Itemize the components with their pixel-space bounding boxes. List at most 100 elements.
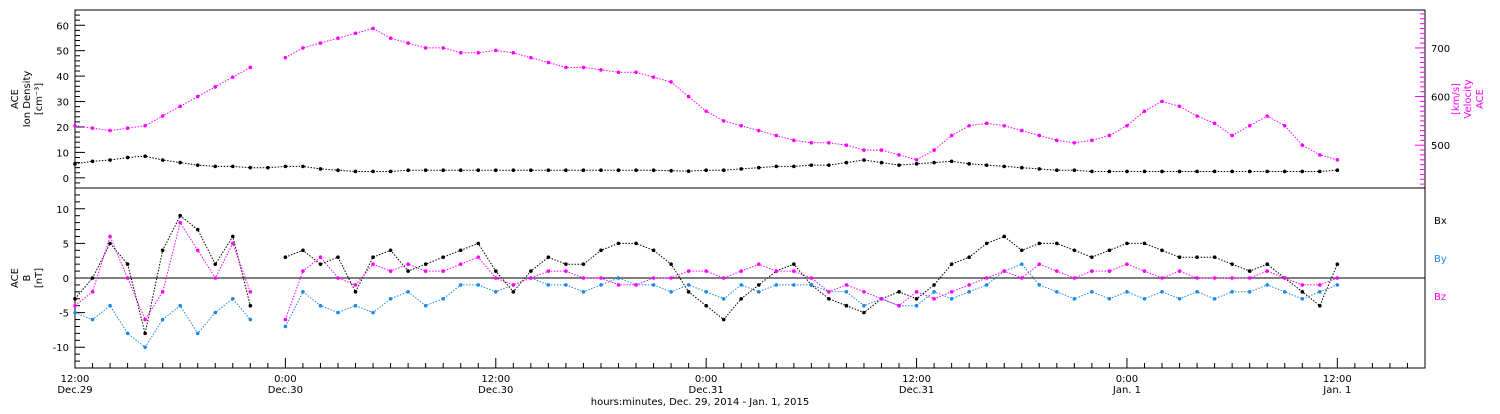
imf-point [423, 269, 428, 273]
imf-point [353, 283, 358, 287]
velocity-series-0 [73, 26, 1340, 162]
density-point [493, 168, 498, 172]
bottom-ylabel-line2: B [22, 274, 33, 281]
imf-point [1160, 290, 1164, 294]
density-point [862, 158, 866, 162]
imf-series-1 [73, 262, 1340, 350]
density-point [1107, 169, 1112, 174]
velocity-point [967, 123, 971, 128]
imf-point [1177, 255, 1182, 260]
imf-point [949, 296, 954, 301]
imf-point [1142, 296, 1147, 301]
legend-bz: Bz [1434, 292, 1446, 303]
imf-point [1107, 269, 1112, 273]
imf-point [301, 290, 305, 294]
density-point [844, 160, 849, 165]
imf-point [651, 283, 656, 287]
velocity-point [406, 41, 410, 45]
density-point [1335, 168, 1340, 172]
x-axis-label: hours:minutes, Dec. 29, 2014 - Jan. 1, 2… [591, 397, 809, 408]
density-point [739, 167, 744, 171]
imf-point [739, 283, 744, 287]
x-axis: 12:00Dec.290:00Dec.3012:00Dec.300:00Dec.… [57, 358, 1426, 396]
top-left-tick-label: 20 [56, 123, 69, 134]
velocity-point [423, 46, 428, 50]
density-point [248, 165, 253, 170]
imf-point [984, 276, 989, 280]
velocity-point [634, 70, 638, 75]
imf-point [248, 317, 253, 322]
density-point [616, 168, 621, 172]
top-right-ylabel-line2: Velocity [1463, 79, 1474, 118]
imf-point [1230, 262, 1234, 266]
x-tick-date-label: Dec.29 [57, 385, 92, 396]
x-tick-time-label: 12:00 [61, 374, 90, 385]
velocity-point [984, 121, 989, 126]
imf-point [1195, 290, 1199, 294]
density-point [1230, 169, 1234, 174]
legend-bx: Bx [1434, 216, 1447, 227]
imf-point [143, 331, 147, 336]
density-point [1247, 169, 1252, 174]
top-right-tick-label: 700 [1431, 44, 1450, 55]
imf-series-line [284, 256, 1338, 320]
density-point [143, 154, 147, 159]
density-point [476, 168, 481, 172]
top-left-axis: 0 10 20 30 40 50 60 [56, 9, 85, 185]
top-left-ylabel-line1: ACE [10, 89, 21, 109]
density-point [90, 159, 95, 164]
imf-point [599, 283, 603, 287]
top-right-ylabel-line3: [km/s] [1451, 83, 1462, 115]
density-point [511, 168, 516, 172]
bottom-panel: -10 -5 0 5 10 ACE B [nT] Bx By Bz [10, 187, 1447, 369]
top-right-axis: 500 600 700 [1415, 13, 1450, 185]
bottom-tick-label: 5 [63, 239, 69, 250]
velocity-series-line [285, 27, 1338, 161]
legend: Bx By Bz [1434, 216, 1447, 303]
velocity-point [1072, 140, 1077, 145]
velocity-point [90, 126, 95, 130]
x-tick-time-label: 0:00 [274, 374, 296, 385]
density-point [160, 158, 165, 162]
velocity-point [1055, 138, 1059, 143]
density-point [897, 163, 901, 167]
imf-point [809, 283, 814, 287]
imf-point [1230, 276, 1234, 280]
velocity-point [336, 36, 340, 41]
velocity-point [1037, 133, 1042, 138]
imf-point [1212, 296, 1217, 301]
density-point [984, 163, 989, 167]
imf-series-2 [73, 220, 1340, 322]
bottom-tick-label: 0 [63, 274, 69, 285]
imf-point [406, 290, 410, 294]
x-tick-date-label: Dec.31 [689, 385, 724, 396]
density-point [1212, 169, 1217, 174]
imf-point [1195, 255, 1199, 260]
velocity-point [476, 50, 481, 55]
imf-point [441, 269, 445, 273]
x-tick-date-label: Dec.31 [899, 385, 934, 396]
x-tick-time-label: 12:00 [902, 374, 931, 385]
density-point [388, 169, 393, 174]
bottom-series [73, 213, 1340, 350]
density-point [721, 168, 726, 172]
top-left-tick-label: 30 [56, 98, 69, 109]
density-point [1019, 165, 1024, 170]
velocity-point [1195, 114, 1199, 118]
velocity-point [1090, 138, 1094, 143]
imf-point [1247, 276, 1252, 280]
bottom-tick-label: -10 [53, 343, 69, 354]
density-point [827, 163, 831, 167]
velocity-point [1002, 123, 1007, 128]
density-point [73, 162, 77, 166]
density-point [1142, 169, 1147, 174]
bottom-tick-label: -5 [59, 309, 69, 320]
velocity-point [564, 65, 568, 70]
top-right-tick-label: 600 [1431, 93, 1450, 104]
imf-point [792, 283, 796, 287]
bottom-tick-label: 10 [56, 205, 69, 216]
density-point [704, 168, 708, 172]
top-series [73, 26, 1340, 174]
